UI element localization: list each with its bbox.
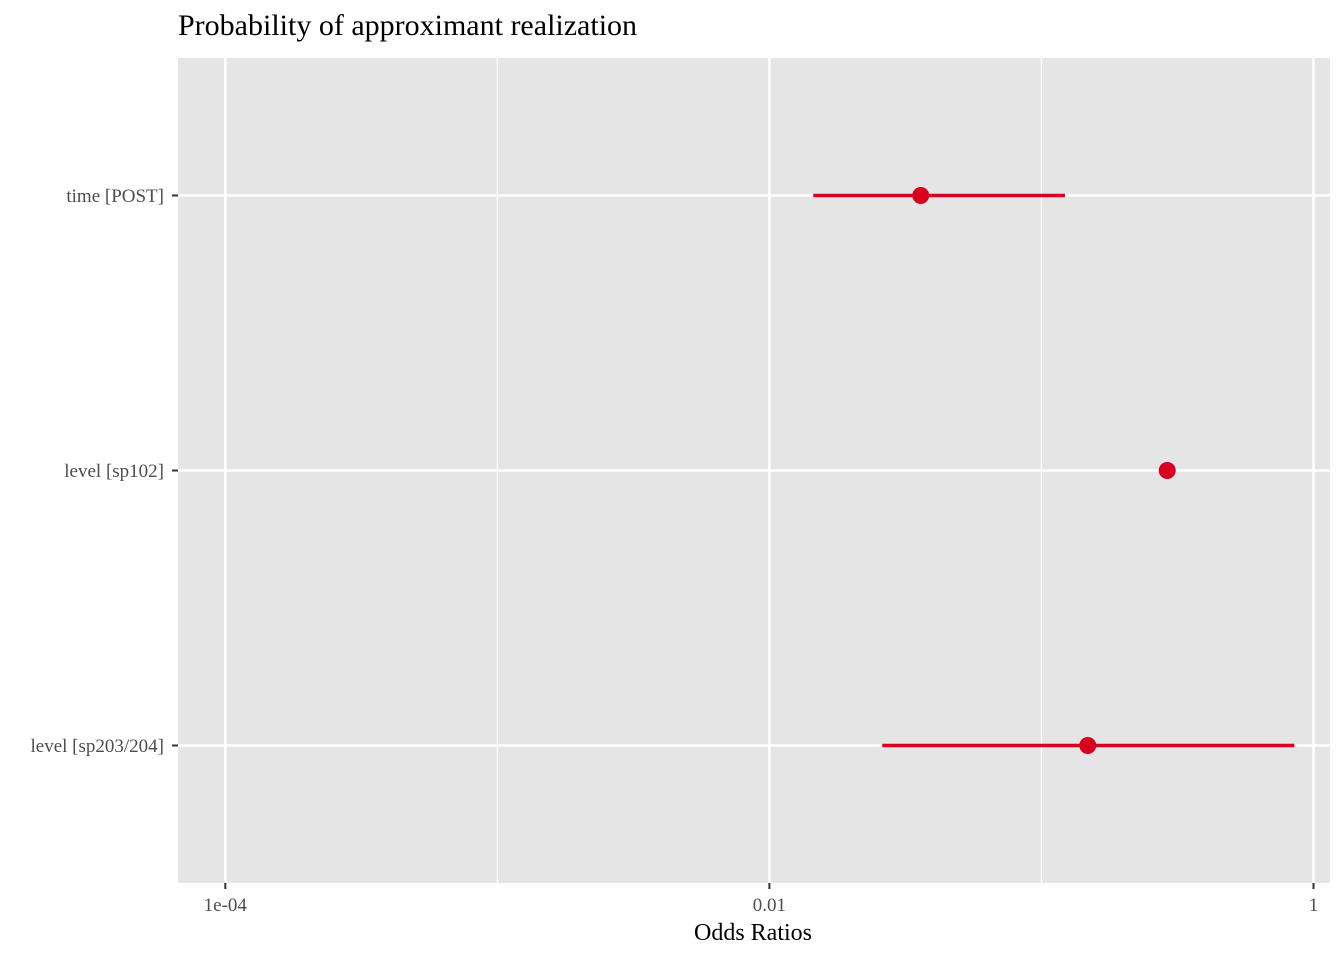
- x-tick-label: 1e-04: [204, 895, 248, 916]
- estimate-point: [1079, 737, 1097, 754]
- y-tick-label: time [POST]: [66, 186, 164, 207]
- x-axis: 1e-04 0.01 1: [204, 883, 1319, 916]
- estimate-point: [1158, 462, 1176, 479]
- y-tick-label: level [sp102]: [64, 461, 164, 482]
- estimate-marks: [813, 187, 1295, 754]
- estimate-point: [912, 187, 930, 204]
- x-tick-label: 1: [1309, 895, 1319, 916]
- x-tick-label: 0.01: [753, 895, 786, 916]
- y-axis: time [POST] level [sp102] level [sp203/204…: [30, 186, 178, 757]
- y-tick-label: level [sp203/204]: [30, 736, 164, 757]
- chart-title: Probability of approximant realization: [178, 9, 637, 42]
- x-axis-title: Odds Ratios: [694, 920, 812, 946]
- grid-lines: [178, 58, 1330, 883]
